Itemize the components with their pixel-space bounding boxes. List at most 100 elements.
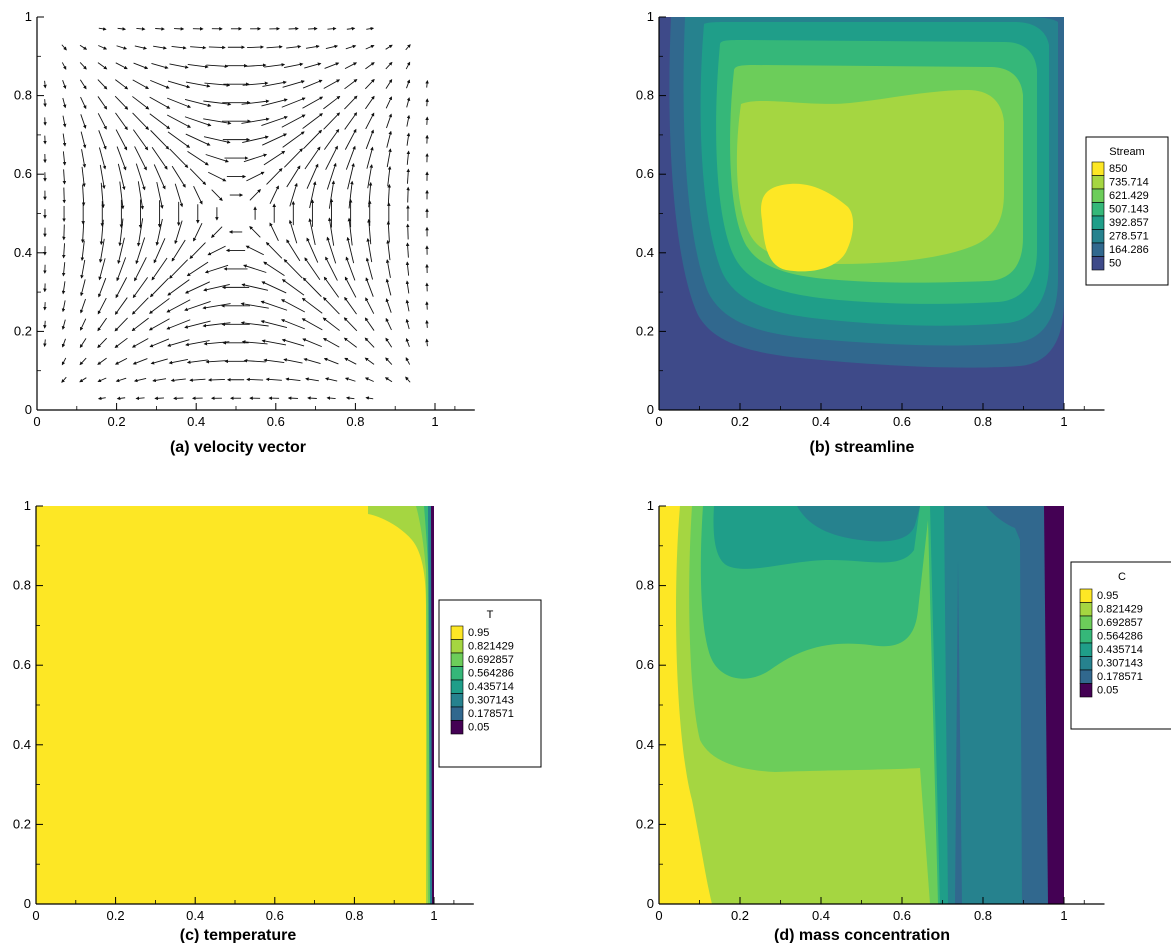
velocity-arrow — [425, 338, 429, 347]
velocity-arrow — [345, 396, 355, 400]
legend-label: 0.435714 — [468, 681, 514, 693]
x-tick-label: 0.6 — [266, 908, 284, 923]
legend-swatch — [1091, 161, 1105, 176]
caption-a: (a) velocity vector — [170, 439, 306, 456]
velocity-arrow — [281, 114, 306, 128]
velocity-arrow — [114, 95, 129, 110]
velocity-arrow — [385, 61, 393, 70]
velocity-arrow — [241, 117, 270, 124]
velocity-arrow — [387, 183, 392, 206]
velocity-arrow — [166, 114, 191, 128]
velocity-arrow — [185, 340, 210, 347]
velocity-arrow — [167, 80, 191, 89]
velocity-arrow — [386, 130, 392, 148]
velocity-arrow — [386, 239, 391, 261]
velocity-arrow — [80, 240, 85, 262]
temp-level-005 — [431, 506, 434, 904]
legend-title: Stream — [1109, 146, 1144, 158]
velocity-arrow — [134, 45, 147, 50]
velocity-arrow — [244, 63, 267, 68]
velocity-arrow — [281, 299, 306, 313]
velocity-arrow — [246, 171, 265, 182]
velocity-arrow — [155, 27, 165, 31]
x-tick-label: 0.4 — [187, 414, 205, 429]
velocity-arrow — [211, 189, 223, 202]
velocity-arrow — [302, 113, 323, 129]
velocity-arrow — [80, 279, 86, 297]
velocity-arrow — [79, 338, 87, 348]
velocity-arrow — [61, 44, 67, 51]
velocity-arrow — [425, 319, 429, 328]
velocity-arrow — [135, 237, 146, 265]
legend-swatch — [450, 625, 464, 640]
velocity-arrow — [366, 26, 375, 31]
x-tick-label: 0.6 — [893, 908, 911, 923]
velocity-arrow — [189, 242, 206, 259]
legend-label: 0.307143 — [468, 695, 514, 707]
velocity-arrow — [261, 339, 287, 346]
velocity-arrow — [260, 320, 288, 328]
velocity-arrow — [61, 62, 67, 70]
stream-contours — [659, 17, 1064, 410]
velocity-arrow — [98, 238, 105, 263]
legend-label: 0.05 — [1097, 685, 1118, 697]
velocity-arrow — [97, 317, 107, 332]
legend-swatch — [450, 679, 464, 694]
velocity-arrow — [149, 96, 171, 109]
velocity-arrow — [261, 281, 287, 294]
velocity-arrow — [169, 63, 189, 69]
velocity-arrow — [308, 218, 316, 246]
y-tick-label: 0 — [647, 402, 654, 417]
velocity-arrow — [364, 337, 375, 348]
y-tick-label: 0.8 — [13, 578, 31, 593]
velocity-arrow — [207, 245, 226, 256]
velocity-arrow — [365, 44, 375, 50]
velocity-arrow — [205, 154, 229, 163]
velocity-arrow — [405, 318, 410, 330]
velocity-arrow — [61, 376, 67, 383]
velocity-arrow — [154, 396, 165, 401]
velocity-arrow — [43, 99, 47, 108]
velocity-arrow — [203, 100, 232, 106]
x-tick-label: 0 — [32, 908, 39, 923]
x-tick-label: 0.2 — [731, 908, 749, 923]
velocity-arrow — [343, 337, 357, 348]
legend-label: 0.178571 — [1097, 671, 1143, 683]
velocity-arrow — [99, 164, 106, 190]
velocity-arrow — [367, 164, 374, 189]
velocity-arrow — [148, 318, 170, 331]
velocity-arrow — [184, 281, 210, 294]
panel-temperature: 0 0.2 0.4 0.6 0.8 1 0 0.2 0.4 0.6 0.8 1 (c) tempera… — [13, 498, 542, 943]
velocity-arrow — [240, 321, 269, 327]
velocity-arrow — [62, 80, 67, 90]
velocity-arrow — [115, 79, 129, 90]
velocity-arrow — [132, 277, 148, 299]
y-tick-label: 0.2 — [13, 816, 31, 831]
velocity-arrow — [265, 377, 282, 382]
velocity-arrow — [193, 222, 203, 242]
velocity-arrow — [80, 259, 86, 279]
velocity-arrow — [61, 357, 67, 366]
velocity-arrow — [348, 180, 354, 209]
velocity-arrow — [288, 219, 298, 244]
velocity-arrow — [187, 64, 209, 69]
legend-label: 0.821429 — [1097, 604, 1143, 616]
legend-swatch — [1091, 242, 1105, 257]
velocity-arrow — [301, 297, 323, 314]
velocity-arrow — [171, 45, 187, 50]
velocity-arrow — [367, 218, 372, 245]
velocity-arrow — [132, 112, 150, 130]
velocity-arrow — [344, 357, 357, 365]
velocity-arrow — [266, 168, 283, 185]
velocity-arrow — [187, 150, 209, 166]
velocity-arrow — [114, 337, 128, 348]
velocity-arrow — [114, 297, 128, 315]
velocity-arrow — [307, 396, 317, 400]
velocity-arrow — [283, 358, 303, 364]
x-tick-label: 0.4 — [812, 908, 830, 923]
velocity-arrow — [289, 182, 298, 207]
velocity-arrow — [405, 242, 410, 258]
velocity-arrow — [323, 112, 341, 130]
y-tick-label: 0.4 — [636, 245, 654, 260]
